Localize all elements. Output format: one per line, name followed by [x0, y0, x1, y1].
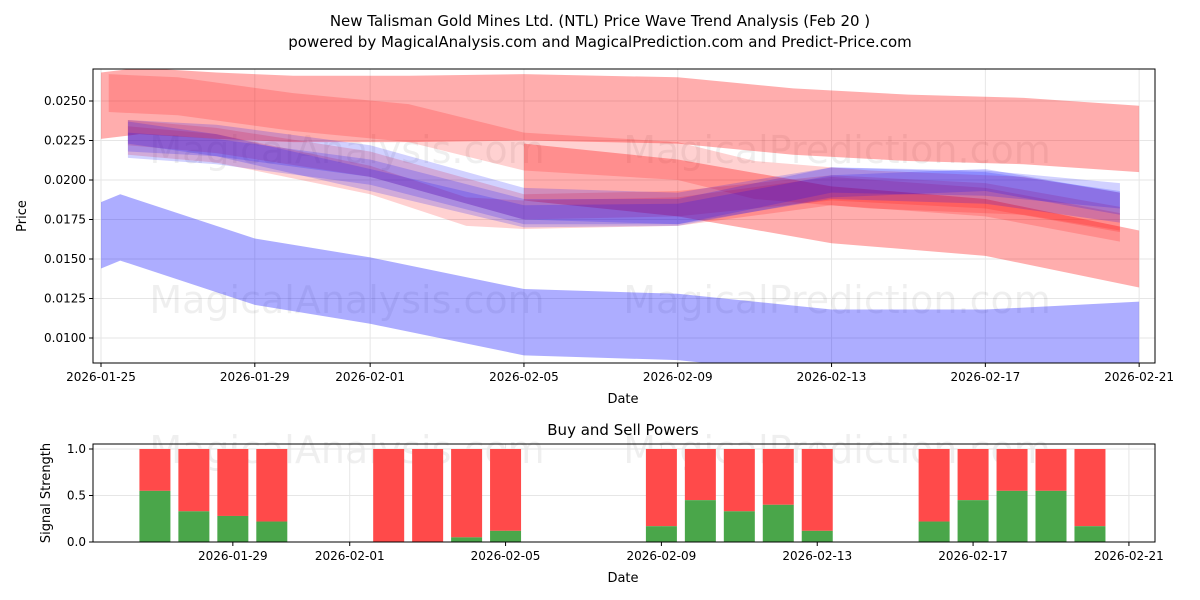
buy-bar	[139, 490, 171, 542]
x-tick-label: 2026-02-21	[1104, 370, 1174, 384]
sell-bar	[684, 449, 716, 501]
sell-bar	[451, 449, 483, 538]
x-tick-label: 2026-02-09	[643, 370, 713, 384]
y-tick-label: 0.0250	[44, 94, 86, 108]
y-tick-label: 1.0	[67, 442, 86, 456]
sell-bar	[645, 449, 677, 527]
sell-bar	[1035, 449, 1067, 491]
sell-bar	[412, 449, 444, 542]
chart-subtitle: powered by MagicalAnalysis.com and Magic…	[288, 33, 912, 51]
sell-bar	[996, 449, 1028, 491]
buy-bar	[684, 500, 716, 542]
x-tick-label: 2026-01-29	[198, 549, 268, 563]
buy-bar	[996, 490, 1028, 542]
top-x-label: Date	[607, 392, 638, 407]
watermark: MagicalPrediction.com	[623, 128, 1051, 172]
band-red-mid2	[127, 126, 1120, 242]
sell-bar	[139, 449, 171, 491]
y-tick-label: 0.0150	[44, 252, 86, 266]
top-y-label: Price	[15, 200, 30, 232]
sell-bar	[178, 449, 210, 512]
x-tick-label: 2026-01-29	[220, 370, 290, 384]
y-tick-label: 0.0125	[44, 292, 86, 306]
x-tick-label: 2026-02-13	[782, 549, 852, 563]
x-tick-label: 2026-02-13	[797, 370, 867, 384]
y-tick-label: 0.0	[67, 535, 86, 549]
band-blue-mid3	[127, 121, 1120, 228]
sell-bar	[217, 449, 249, 516]
sell-bar	[762, 449, 794, 505]
bottom-title: Buy and Sell Powers	[547, 421, 699, 439]
buy-bar	[256, 521, 288, 542]
x-tick-label: 2026-02-17	[938, 549, 1008, 563]
sell-bar	[490, 449, 522, 531]
x-tick-label: 2026-01-25	[66, 370, 136, 384]
bottom-plot-frame	[92, 443, 1156, 543]
y-tick-label: 0.0175	[44, 213, 86, 227]
sell-bar	[801, 449, 833, 531]
x-tick-label: 2026-02-01	[315, 549, 385, 563]
chart-title: New Talisman Gold Mines Ltd. (NTL) Price…	[330, 12, 870, 30]
buy-bar	[451, 537, 483, 542]
band-red-mid	[127, 119, 1120, 233]
watermark: MagicalAnalysis.com	[149, 278, 544, 322]
top-plot-frame	[92, 68, 1156, 364]
buy-bar	[178, 511, 210, 542]
sell-bar	[256, 449, 288, 522]
buy-bar	[801, 530, 833, 542]
sell-bar	[373, 449, 405, 542]
band-red-descending	[523, 143, 1140, 288]
buy-bar	[762, 504, 794, 542]
sell-bar	[723, 449, 755, 512]
band-blue-mid2	[127, 132, 1120, 225]
x-tick-label: 2026-02-01	[335, 370, 405, 384]
band-blue-lower	[101, 194, 1140, 363]
buy-bar	[217, 515, 249, 542]
buy-bar	[957, 500, 989, 542]
buy-bar	[645, 526, 677, 542]
band-red-upper	[101, 69, 1140, 173]
sell-bar	[957, 449, 989, 501]
band-red-top-thin	[108, 74, 1120, 231]
buy-bar	[1074, 526, 1106, 542]
y-tick-label: 0.0200	[44, 173, 86, 187]
y-tick-label: 0.5	[67, 489, 86, 503]
bottom-y-label: Signal Strength	[39, 443, 54, 543]
sell-bar	[1074, 449, 1106, 527]
x-tick-label: 2026-02-05	[471, 549, 541, 563]
buy-bar	[723, 511, 755, 542]
buy-bar	[490, 530, 522, 542]
x-tick-label: 2026-02-05	[489, 370, 559, 384]
y-tick-label: 0.0100	[44, 331, 86, 345]
x-tick-label: 2026-02-21	[1094, 549, 1164, 563]
buy-bar	[1035, 490, 1067, 542]
buy-bar	[918, 521, 950, 542]
y-tick-label: 0.0225	[44, 134, 86, 148]
x-tick-label: 2026-02-17	[950, 370, 1020, 384]
x-tick-label: 2026-02-09	[627, 549, 697, 563]
watermark: MagicalPrediction.com	[623, 278, 1051, 322]
sell-bar	[918, 449, 950, 522]
band-blue-mid	[127, 119, 1120, 225]
watermark: MagicalAnalysis.com	[149, 128, 544, 172]
bottom-x-label: Date	[607, 571, 638, 586]
